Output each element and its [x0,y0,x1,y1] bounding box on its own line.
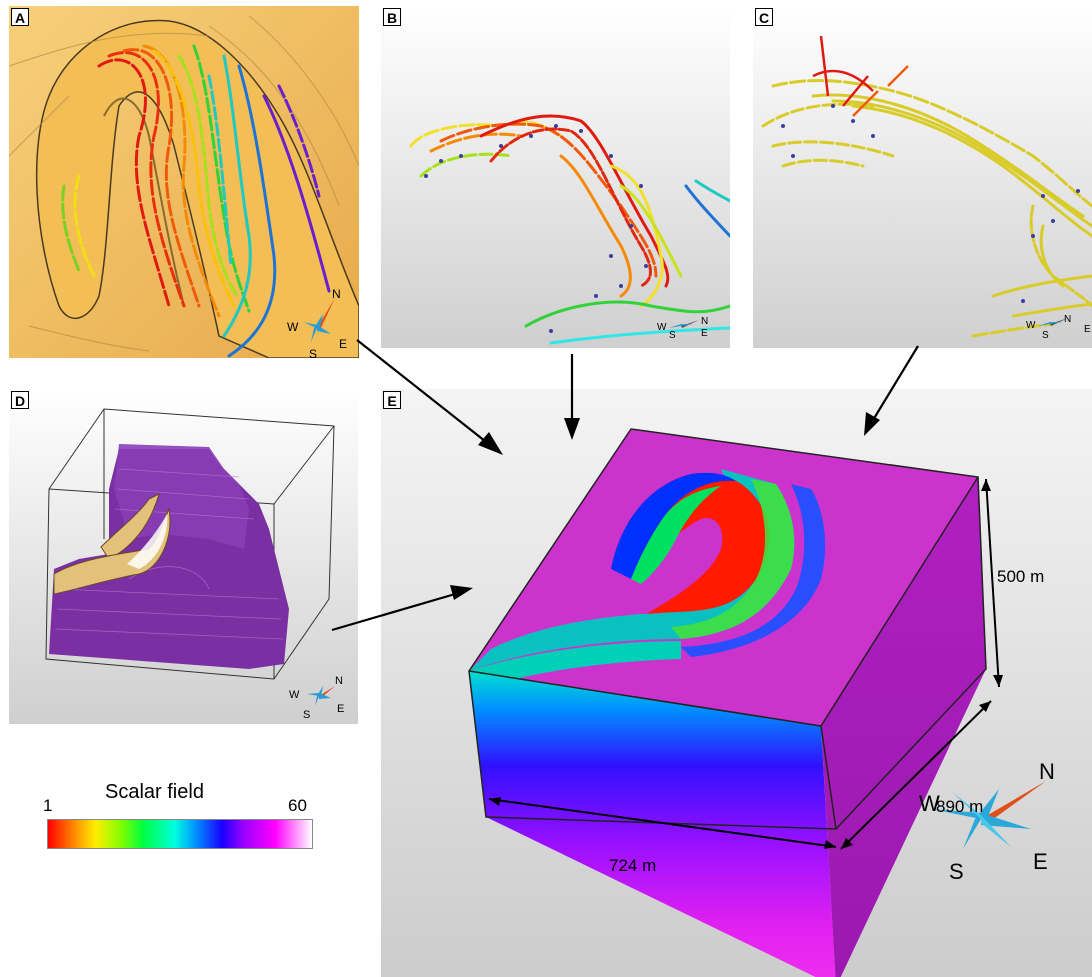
panel-c-traces: N W E S [753,6,1092,348]
panel-e: E [381,389,1092,977]
compass-n-label: N [332,287,341,301]
compass-n-label: N [1064,314,1071,325]
panel-b-label: B [383,8,401,26]
panel-b-compass-icon: N W E S [657,316,708,341]
dimension-depth: 890 m [936,797,984,816]
panel-c: C N [753,6,1092,348]
panel-e-compass-icon: N W E S [919,759,1055,884]
compass-s-label: S [1042,330,1049,341]
legend-max-value: 60 [288,796,307,815]
legend-title: Scalar field [105,781,204,803]
panel-a-map: N W E S [9,6,359,358]
compass-s-label: S [949,859,964,884]
compass-n-label: N [335,675,343,687]
dimension-height: 500 m [997,567,1045,586]
compass-e-label: E [1033,849,1048,874]
compass-w-label: W [289,689,300,701]
compass-s-label: S [303,709,310,721]
compass-w-label: W [919,791,940,816]
compass-e-label: E [701,328,708,339]
compass-w-label: W [1026,320,1036,331]
compass-s-label: S [309,347,317,358]
panel-c-compass-icon: N W E S [1026,314,1091,341]
panel-e-label-overlay: E [383,391,401,409]
compass-s-label: S [669,330,676,341]
panel-d-compass-icon: N W E S [289,675,344,721]
compass-e-label: E [1084,324,1091,335]
compass-n-label: N [1039,759,1055,784]
panel-a-compass-icon: N W E S [287,287,347,358]
dimension-width: 724 m [609,856,657,875]
compass-w-label: W [287,320,299,334]
panel-d: D N W E S [9,389,358,724]
panel-d-surface: N W E S [9,389,358,724]
legend-colorbar [47,819,313,849]
compass-e-label: E [337,703,344,715]
panel-b-traces: N W E S [381,6,730,348]
panel-c-label: C [755,8,773,26]
panel-b: B N W E S [381,6,730,348]
legend-min-value: 1 [43,796,53,815]
panel-a: A [9,6,359,358]
compass-n-label: N [701,316,708,327]
panel-e-block-model: N W E S [381,389,1092,977]
compass-w-label: W [657,322,667,333]
compass-e-label: E [339,337,347,351]
panel-a-label: A [11,8,29,26]
panel-d-label: D [11,391,29,409]
